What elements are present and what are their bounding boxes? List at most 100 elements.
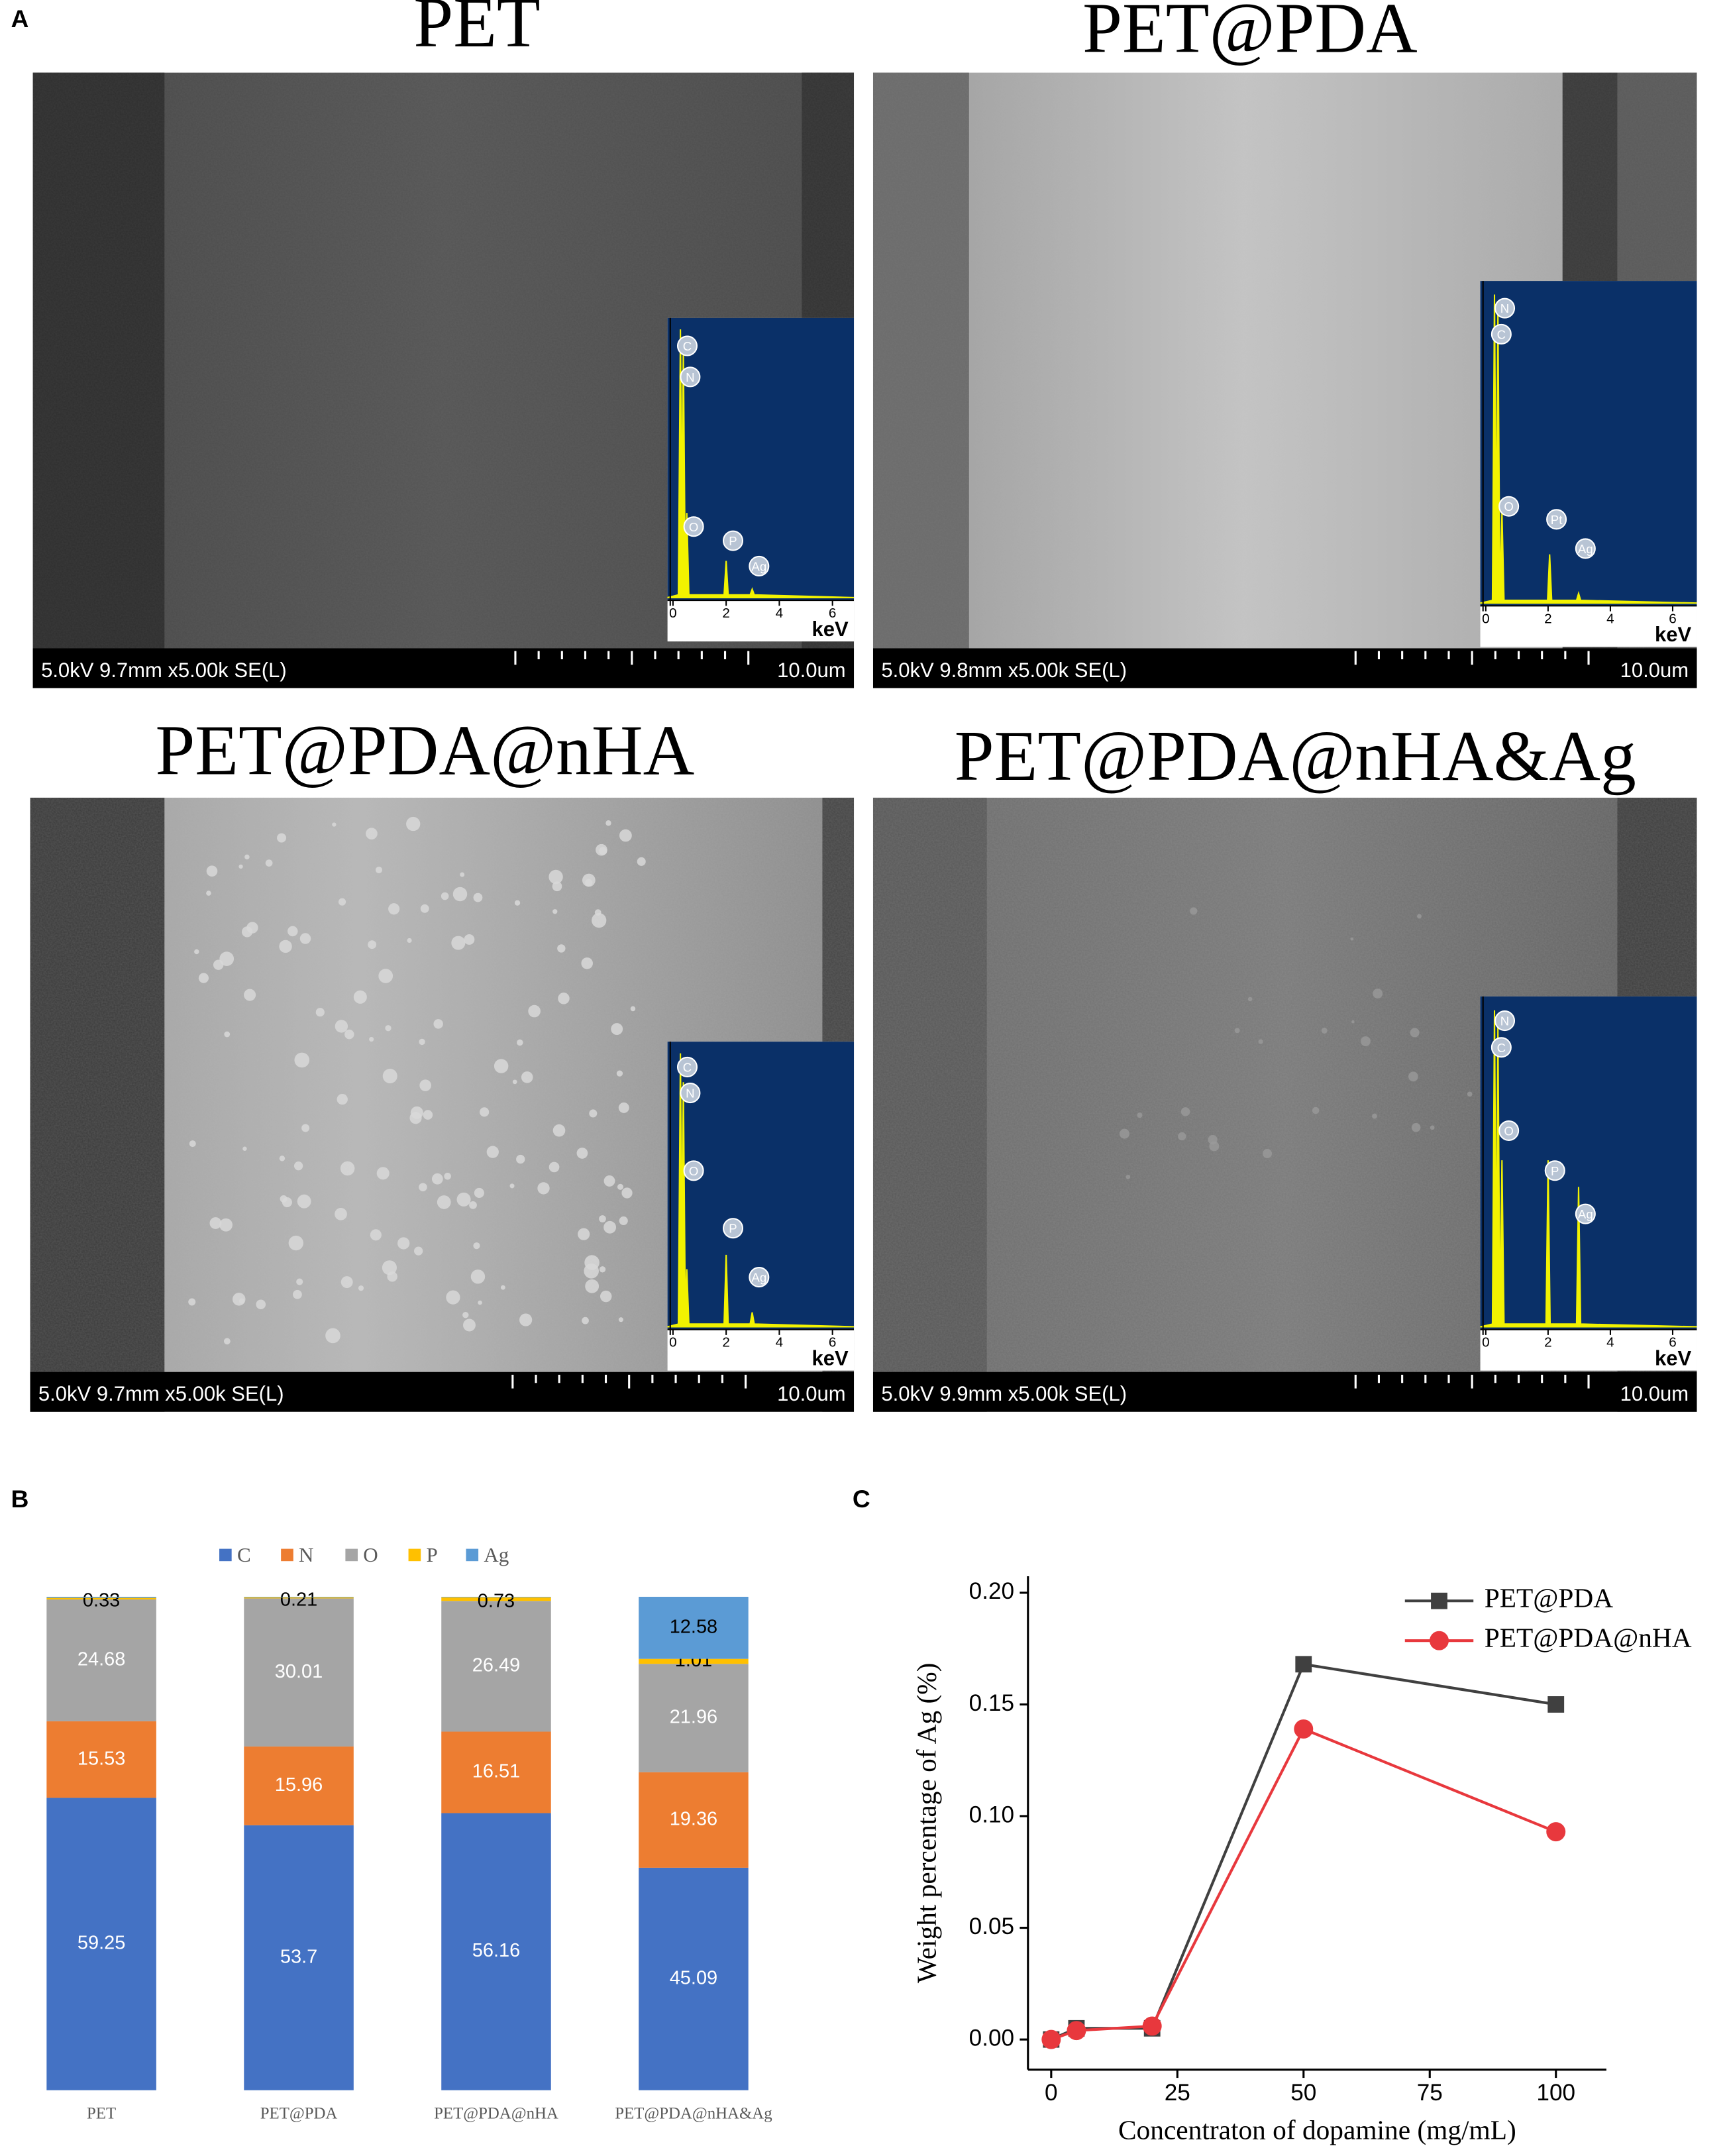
particle — [592, 912, 607, 928]
eds-peak-label: O — [689, 520, 698, 534]
x-tick-label: 0 — [1045, 2080, 1058, 2106]
particle — [1467, 1091, 1473, 1097]
particle — [514, 900, 521, 906]
legend-label: PET@PDA — [1485, 1583, 1614, 1613]
particle — [1321, 1028, 1328, 1034]
eds-peak-label: C — [1497, 1041, 1506, 1055]
particle — [332, 822, 337, 827]
particle — [446, 1290, 460, 1305]
particle — [444, 1172, 451, 1180]
x-tick-label: 100 — [1536, 2080, 1575, 2106]
eds-peak-marker — [676, 1056, 698, 1077]
particle — [198, 973, 209, 983]
bar-segment — [244, 1825, 354, 2090]
y-tick-label: 0.10 — [969, 1802, 1014, 1827]
particle — [576, 1148, 588, 1159]
info-bar — [30, 1372, 855, 1412]
eds-peak-marker — [749, 555, 770, 576]
particle — [420, 904, 429, 913]
particle — [528, 1004, 541, 1018]
particle — [1125, 1174, 1131, 1179]
data-label: 0.33 — [83, 1590, 120, 1611]
particle — [296, 1278, 303, 1285]
particle — [382, 1069, 397, 1084]
particle — [1351, 1020, 1355, 1024]
particle — [340, 1276, 353, 1289]
particle — [456, 1192, 471, 1207]
particle — [1312, 1106, 1320, 1114]
particle — [340, 1161, 355, 1176]
particle — [618, 1102, 629, 1113]
legend-swatch — [219, 1548, 232, 1562]
eds-unit: keV — [812, 618, 849, 641]
marker — [1294, 1719, 1314, 1739]
legend-label: P — [426, 1543, 437, 1566]
eds-peak-label: O — [1504, 500, 1513, 513]
particle — [451, 936, 466, 950]
panel-label: C — [853, 1485, 870, 1513]
particle — [206, 865, 218, 877]
sem-panel: PET@PDA@nHA&Ag 5.0kV 9.9mm x5.00k SE(L) 10… — [872, 717, 1697, 1412]
particle — [603, 1175, 615, 1187]
particle — [1411, 1122, 1421, 1132]
info-bar — [872, 1372, 1697, 1412]
particle — [188, 1298, 196, 1306]
data-label: 15.96 — [275, 1774, 323, 1796]
eds-peak-marker — [680, 1083, 701, 1104]
particle — [423, 1110, 433, 1120]
data-label: 30.01 — [275, 1661, 323, 1682]
particle — [552, 909, 558, 914]
x-tick-label: PET@PDA — [260, 2105, 338, 2123]
particle — [288, 926, 298, 937]
scale-text: 10.0um — [777, 1382, 845, 1405]
eds-spectrum — [667, 1053, 855, 1328]
legend-label: PET@PDA@nHA — [1485, 1623, 1692, 1653]
eds-tick-label: 4 — [1606, 1335, 1614, 1350]
particle — [1373, 989, 1383, 998]
legend-swatch — [345, 1548, 358, 1562]
particle — [1416, 914, 1422, 919]
bar-segment — [46, 1596, 156, 1598]
particle — [293, 1289, 302, 1299]
y-tick-label: 0.15 — [969, 1690, 1014, 1716]
eds-peak-label: P — [729, 1222, 737, 1236]
eds-tick-label: 4 — [776, 1335, 784, 1350]
data-label: 59.25 — [78, 1933, 125, 1954]
particle — [478, 1300, 482, 1305]
bar-segment — [46, 1597, 156, 1600]
particle — [293, 1161, 303, 1171]
particle — [299, 933, 311, 944]
eds-peak-label: Pt — [1551, 513, 1563, 527]
eds-unit: keV — [1655, 623, 1692, 646]
eds-peak-label: Ag — [751, 1271, 766, 1285]
particle — [277, 833, 287, 843]
particle — [419, 1183, 427, 1192]
particle — [244, 854, 250, 860]
legend-swatch — [408, 1548, 421, 1562]
marker — [1547, 1696, 1565, 1713]
eds-peak-label: C — [683, 339, 692, 353]
eds-tick-label: 2 — [1544, 612, 1552, 627]
particle — [414, 1246, 423, 1256]
particle — [233, 1293, 246, 1306]
info-bar — [872, 648, 1697, 688]
particle — [517, 1039, 523, 1046]
particle — [337, 1093, 348, 1105]
x-tick-label: 75 — [1417, 2080, 1443, 2106]
eds-peak-marker — [1575, 538, 1596, 559]
particle — [1372, 1113, 1377, 1119]
eds-peak-marker — [722, 1218, 744, 1239]
particle — [344, 1029, 354, 1040]
particle — [224, 1031, 231, 1038]
particle — [619, 1216, 628, 1226]
y-axis-label: Weight percentage of Ag (%) — [911, 1663, 942, 1984]
data-label: 24.68 — [78, 1649, 125, 1670]
particle — [1234, 1028, 1240, 1034]
particle — [557, 944, 566, 953]
sem-panel: PET 5.0kV 9.7mm x5.00k SE(L) 10.0um 0 2 4 6keV… — [32, 0, 855, 688]
particle — [366, 828, 378, 839]
data-label: 56.16 — [472, 1940, 520, 1961]
eds-peak-label: Ag — [1578, 1207, 1593, 1221]
eds-tick-label: 4 — [776, 606, 784, 621]
